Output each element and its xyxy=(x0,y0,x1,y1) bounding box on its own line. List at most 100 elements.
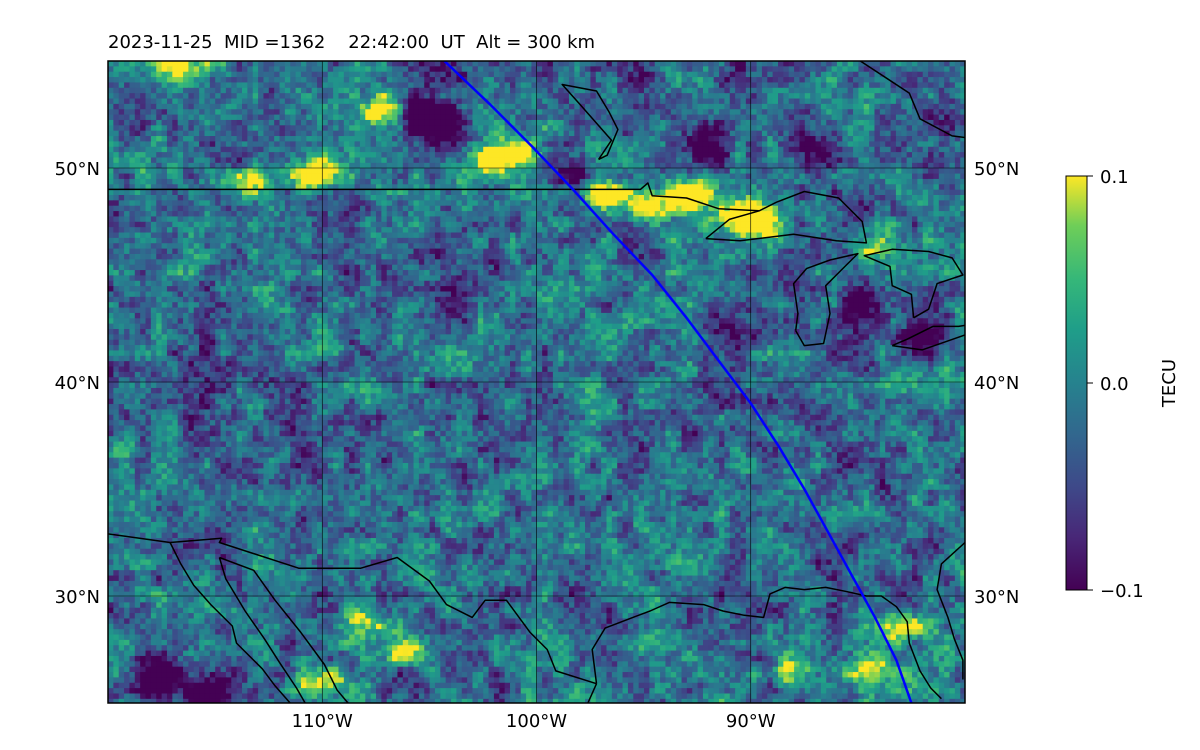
tec-cell xyxy=(745,141,752,148)
tec-cell xyxy=(960,157,965,164)
tec-cell xyxy=(520,77,527,84)
tec-cell xyxy=(317,173,323,180)
tec-cell xyxy=(579,200,586,207)
tec-cell xyxy=(858,216,865,223)
tec-cell xyxy=(381,119,388,126)
tec-cell xyxy=(134,152,141,159)
tec-cell xyxy=(429,66,436,73)
tec-cell xyxy=(563,173,570,180)
tec-cell xyxy=(676,168,683,175)
tec-cell xyxy=(279,119,286,126)
tec-cell xyxy=(140,195,147,201)
tec-cell xyxy=(890,195,897,201)
tec-cell xyxy=(108,66,114,73)
tec-cell xyxy=(617,168,624,175)
tec-cell xyxy=(702,114,709,121)
tec-cell xyxy=(869,146,876,153)
tec-cell xyxy=(242,125,248,132)
tec-cell xyxy=(912,189,918,196)
tec-cell xyxy=(853,114,859,121)
tec-cell xyxy=(681,178,688,185)
tec-cell xyxy=(451,98,457,105)
tec-cell xyxy=(853,205,859,212)
tec-cell xyxy=(783,205,790,212)
tec-cell xyxy=(601,162,608,169)
tec-cell xyxy=(108,93,114,100)
tec-cell xyxy=(520,71,527,78)
tec-cell xyxy=(895,93,902,100)
tec-cell xyxy=(740,184,747,191)
tec-cell xyxy=(456,130,463,137)
tec-cell xyxy=(890,157,897,164)
tec-cell xyxy=(724,178,731,185)
tec-cell xyxy=(284,211,291,218)
tec-cell xyxy=(413,77,420,84)
tec-cell xyxy=(590,157,597,164)
tec-cell xyxy=(954,98,961,105)
tec-cell xyxy=(724,141,731,148)
tec-cell xyxy=(510,221,516,228)
tec-cell xyxy=(944,136,951,142)
tec-cell xyxy=(526,109,533,116)
tec-cell xyxy=(585,136,591,142)
tec-cell xyxy=(702,93,709,100)
tec-cell xyxy=(333,71,340,78)
tec-cell xyxy=(778,98,784,105)
tec-cell xyxy=(944,66,951,73)
tec-cell xyxy=(756,157,763,164)
tec-cell xyxy=(885,195,892,201)
tec-cell xyxy=(445,211,452,218)
tec-cell xyxy=(172,77,179,84)
tec-cell xyxy=(124,146,131,153)
tec-cell xyxy=(702,157,709,164)
tec-cell xyxy=(949,66,956,73)
tec-cell xyxy=(429,157,436,164)
tec-cell xyxy=(108,146,114,153)
tec-cell xyxy=(810,119,817,126)
tec-cell xyxy=(697,141,704,148)
tec-cell xyxy=(895,71,902,78)
tec-cell xyxy=(472,216,479,223)
tec-cell xyxy=(702,195,709,201)
tec-cell xyxy=(338,77,345,84)
tec-cell xyxy=(145,119,152,126)
tec-cell xyxy=(493,157,500,164)
tec-cell xyxy=(542,66,549,73)
tec-cell xyxy=(279,61,286,67)
tec-cell xyxy=(842,162,849,169)
tec-cell xyxy=(676,66,683,73)
tec-cell xyxy=(402,173,409,180)
tec-cell xyxy=(225,178,232,185)
tec-cell xyxy=(392,82,399,89)
tec-cell xyxy=(922,184,929,191)
tec-cell xyxy=(526,162,533,169)
tec-cell xyxy=(429,61,436,67)
tec-cell xyxy=(917,98,924,105)
tec-cell xyxy=(290,71,297,78)
tec-cell xyxy=(493,125,500,132)
tec-cell xyxy=(408,141,415,148)
tec-cell xyxy=(408,98,415,105)
tec-cell xyxy=(172,141,179,148)
tec-cell xyxy=(472,200,479,207)
tec-cell xyxy=(134,114,141,121)
tec-cell xyxy=(901,141,908,148)
tec-cell xyxy=(826,103,833,110)
tec-cell xyxy=(472,195,479,201)
tec-cell xyxy=(585,205,591,212)
tec-cell xyxy=(622,141,629,148)
tec-cell xyxy=(901,103,908,110)
tec-cell xyxy=(156,189,163,196)
tec-cell xyxy=(209,119,216,126)
tec-cell xyxy=(526,184,533,191)
tec-cell xyxy=(108,98,114,105)
tec-cell xyxy=(836,195,843,201)
tec-cell xyxy=(590,125,597,132)
tec-cell xyxy=(874,109,881,116)
tec-cell xyxy=(183,173,189,180)
tec-cell xyxy=(708,136,715,142)
tec-cell xyxy=(376,205,382,212)
tec-cell xyxy=(606,114,613,121)
tec-cell xyxy=(456,168,463,175)
tec-cell xyxy=(917,141,924,148)
